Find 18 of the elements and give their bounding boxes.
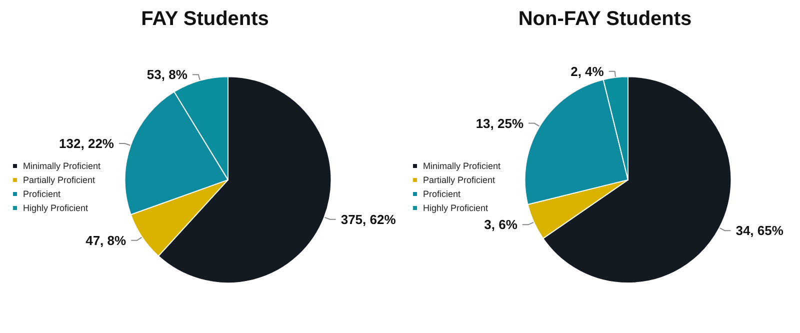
data-label: 375, 62%	[340, 212, 396, 227]
data-label: 47, 8%	[86, 232, 127, 248]
legend-label: Minimally Proficient	[423, 161, 502, 172]
data-label: 3, 6%	[484, 217, 518, 232]
legend-label: Highly Proficient	[23, 203, 89, 214]
chart-title: FAY Students	[141, 8, 269, 30]
legend-label: Partially Proficient	[423, 175, 496, 186]
legend-label: Minimally Proficient	[23, 161, 102, 172]
data-label: 53, 8%	[146, 67, 188, 82]
data-label: 132, 22%	[59, 136, 114, 151]
data-label: 34, 65%	[736, 223, 784, 238]
legend-label: Highly Proficient	[423, 203, 489, 214]
legend-label: Partially Proficient	[23, 175, 96, 186]
data-label: 13, 25%	[476, 116, 524, 131]
data-label: 2, 4%	[570, 64, 604, 79]
chart-title: Non-FAY Students	[518, 8, 692, 30]
legend-label: Proficient	[423, 189, 462, 200]
legend-label: Proficient	[23, 189, 62, 200]
